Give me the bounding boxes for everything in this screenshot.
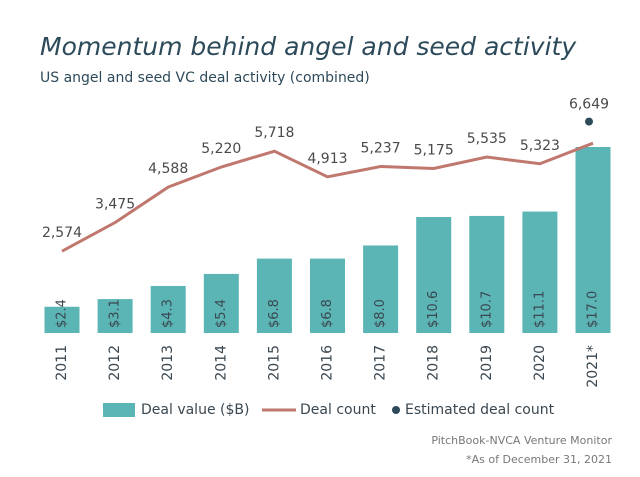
bar-value-label: $6.8 [320,299,335,328]
point [585,117,593,126]
bar [575,147,611,333]
x-tick-label: 2013 [160,345,176,381]
point-value-label: 6,649 [569,97,609,113]
bar-value-label: $6.8 [267,299,282,328]
line-value-label: 3,475 [95,197,135,213]
bar-value-label: $11.1 [532,291,547,328]
bar [97,299,133,333]
x-tick-label: 2014 [213,345,229,381]
x-tick-label: 2018 [426,345,442,381]
chart-subtitle: US angel and seed VC deal activity (comb… [40,70,370,86]
footnote: *As of December 31, 2021 [466,453,612,466]
x-tick-label: 2019 [479,345,495,381]
x-tick-label: 2015 [266,345,282,381]
line-value-label: 5,175 [414,142,454,158]
bar-value-label: $4.3 [161,299,176,328]
legend-swatch [392,406,400,414]
bar-value-label: $10.7 [479,291,494,328]
bar [310,258,345,333]
bar-value-label: $8.0 [373,299,388,328]
bar [469,215,505,333]
x-tick-label: 2012 [107,345,123,381]
bar [203,273,239,333]
legend-swatch [103,403,135,417]
bar [256,258,292,333]
legend-label: Estimated deal count [405,402,555,418]
line-value-label: 5,535 [467,131,507,147]
bar [522,211,558,333]
x-tick-label: 2016 [320,345,336,381]
bar-value-label: $2.4 [55,299,70,328]
legend-label: Deal value ($B) [141,402,249,418]
bar-value-label: $5.4 [214,299,229,328]
bar [150,285,186,333]
x-tick-label: 2011 [54,345,70,381]
line [61,141,594,253]
line-value-label: 4,588 [148,161,188,177]
bar [44,306,80,333]
line-value-label: 5,718 [254,125,294,141]
bar [416,217,452,333]
line-value-label: 5,220 [201,141,241,157]
line-value-label: 2,574 [42,225,82,241]
bar-value-label: $17.0 [586,291,601,328]
x-tick-label: 2021* [585,345,601,388]
x-tick-label: 2017 [373,345,389,381]
bar [363,245,399,333]
chart-title: Momentum behind angel and seed activity [40,32,577,61]
source: PitchBook-NVCA Venture Monitor [431,434,612,447]
bar-value-label: $3.1 [108,299,123,328]
bar-value-label: $10.6 [426,291,441,328]
line-value-label: 4,913 [307,151,347,167]
x-tick-label: 2020 [532,345,548,381]
legend-label: Deal count [300,402,376,418]
line-value-label: 5,323 [520,138,560,154]
line-value-label: 5,237 [361,140,401,156]
